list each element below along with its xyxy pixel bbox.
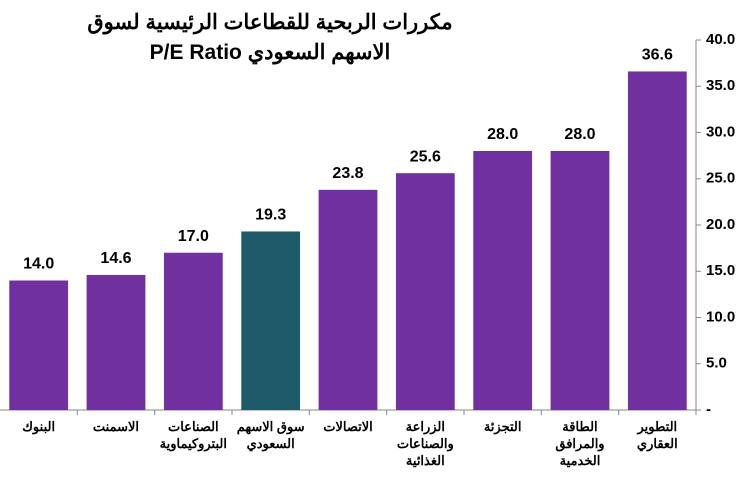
y-tick-label: 40.0 — [706, 31, 735, 48]
y-tick-label: 20.0 — [706, 216, 735, 233]
x-tick-label: الاسمنت — [92, 419, 140, 434]
bar — [241, 231, 301, 410]
data-label: 14.6 — [100, 250, 131, 267]
y-tick-label: 15.0 — [706, 262, 735, 279]
bar — [9, 280, 69, 410]
y-tick-label: - — [706, 401, 711, 418]
bar — [627, 71, 687, 410]
data-label: 36.6 — [642, 47, 673, 64]
x-tick-label: سوق الاسهم السعودي — [236, 419, 305, 451]
data-label: 23.8 — [332, 165, 363, 182]
x-tick-label: الاتصالات — [323, 419, 373, 434]
bar — [163, 252, 223, 410]
x-tick-label: التجزئة — [483, 419, 522, 434]
bar — [318, 189, 378, 410]
y-tick-label: 35.0 — [706, 77, 735, 94]
y-tick-label: 10.0 — [706, 308, 735, 325]
chart-title: مكررات الربحية للقطاعات الرئيسية لسوق ال… — [87, 11, 453, 64]
x-tick-label: الصناعات البتروكيماوية — [159, 419, 227, 451]
data-label: 25.6 — [410, 148, 441, 165]
bar — [473, 151, 533, 410]
data-label: 28.0 — [564, 126, 595, 143]
bar — [550, 151, 610, 410]
y-tick-label: 30.0 — [706, 123, 735, 140]
x-tick-label: البنوك — [22, 419, 56, 434]
data-label: 14.0 — [23, 256, 54, 273]
x-tick-label: الزراعة والصناعات الغذائية — [396, 419, 454, 468]
x-tick-label: التطوير العقاري — [636, 419, 678, 451]
data-label: 17.0 — [178, 228, 209, 245]
data-label: 19.3 — [255, 207, 286, 224]
y-tick-label: 5.0 — [706, 355, 727, 372]
bar — [395, 173, 455, 410]
y-tick-label: 25.0 — [706, 170, 735, 187]
data-label: 28.0 — [487, 126, 518, 143]
x-tick-label: الطاقة والمرافق الخدمية — [555, 419, 605, 468]
bar — [86, 274, 146, 410]
